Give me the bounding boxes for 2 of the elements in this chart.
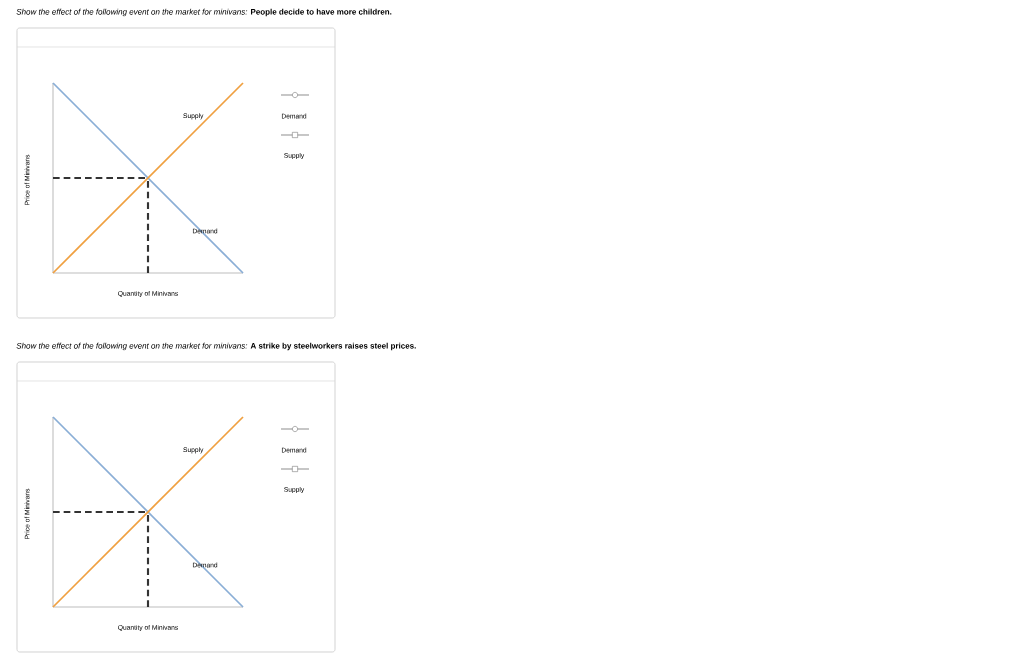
chart-title: Show the effect of the following event on the market for minivans: People decide to have more children. bbox=[16, 8, 392, 17]
chart-title: Show the effect of the following event on the market for minivans: A strike by steelworkers raises steel prices. bbox=[16, 342, 416, 351]
